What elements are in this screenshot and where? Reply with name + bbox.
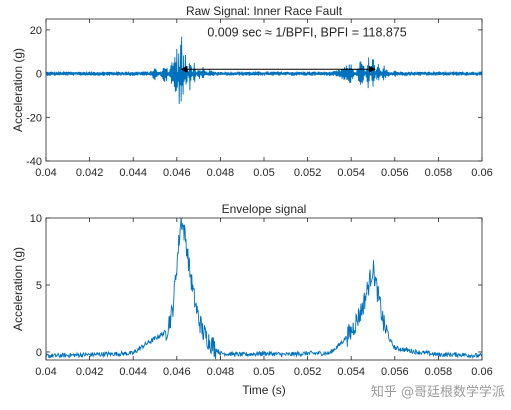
x-tick-label: 0.06 xyxy=(471,167,492,179)
y-axis-label: Acceleration (g) xyxy=(11,247,25,331)
x-tick-labels: 0.04 0.042 0.044 0.046 0.048 0.05 0.052 0.054 0.… xyxy=(35,19,493,179)
watermark-text: 知乎 @哥廷根数学学派 xyxy=(371,384,505,400)
chart-title: Envelope signal xyxy=(222,202,307,216)
chart-title: Raw Signal: Inner Race Fault xyxy=(186,4,343,18)
x-tick-label: 0.058 xyxy=(425,366,453,378)
x-tick-label: 0.058 xyxy=(425,167,453,179)
x-tick-label: 0.042 xyxy=(76,366,104,378)
y-tick-labels: -40 -20 0 20 xyxy=(26,25,482,168)
x-tick-label: 0.052 xyxy=(294,366,322,378)
y-tick-label: 10 xyxy=(30,213,42,225)
plot-area-border xyxy=(45,217,483,361)
annotation-text: 0.009 sec ≈ 1/BPFI, BPFI = 118.875 xyxy=(207,25,406,39)
x-tick-labels: 0.04 0.042 0.044 0.046 0.048 0.05 0.052 0.054 0.… xyxy=(35,218,493,378)
x-tick-label: 0.052 xyxy=(294,167,322,179)
x-tick-label: 0.044 xyxy=(119,167,147,179)
x-tick-label: 0.054 xyxy=(337,167,365,179)
plot-area-border xyxy=(45,18,483,162)
x-tick-label: 0.054 xyxy=(337,366,365,378)
envelope-signal-line xyxy=(46,218,482,360)
x-axis-label: Time (s) xyxy=(242,383,286,397)
x-tick-label: 0.048 xyxy=(207,167,235,179)
raw-signal-chart: 0.04 0.042 0.044 0.046 0.048 0.05 0.052 0.054 0.… xyxy=(11,4,493,179)
y-tick-label: -40 xyxy=(26,156,42,168)
x-tick-label: 0.046 xyxy=(163,167,191,179)
x-tick-label: 0.05 xyxy=(253,366,274,378)
plot-area-background xyxy=(46,218,482,360)
x-tick-label: 0.04 xyxy=(35,167,56,179)
y-tick-label: 5 xyxy=(36,280,42,292)
envelope-signal-chart: 0.04 0.042 0.044 0.046 0.048 0.05 0.052 0.054 0.… xyxy=(11,202,493,397)
x-tick-label: 0.048 xyxy=(207,366,235,378)
y-tick-label: -20 xyxy=(26,112,42,124)
x-tick-label: 0.056 xyxy=(381,366,409,378)
y-tick-label: 0 xyxy=(36,69,42,81)
plot-area-background xyxy=(46,19,482,161)
x-tick-label: 0.046 xyxy=(163,366,191,378)
x-tick-label: 0.04 xyxy=(35,366,56,378)
x-tick-label: 0.042 xyxy=(76,167,104,179)
x-tick-label: 0.044 xyxy=(119,366,147,378)
x-tick-label: 0.06 xyxy=(471,366,492,378)
x-tick-label: 0.056 xyxy=(381,167,409,179)
y-tick-label: 0 xyxy=(36,347,42,359)
y-axis-label: Acceleration (g) xyxy=(11,48,25,132)
x-tick-label: 0.05 xyxy=(253,167,274,179)
y-tick-label: 20 xyxy=(30,25,42,37)
